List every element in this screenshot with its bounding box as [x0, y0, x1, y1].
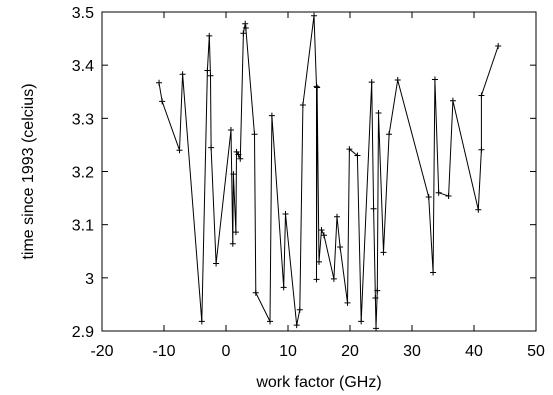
x-tick-label: 50	[527, 343, 545, 360]
data-point	[159, 98, 166, 105]
y-tick-label: 2.9	[72, 324, 94, 341]
data-point	[318, 226, 325, 233]
x-tick-label: 20	[341, 343, 359, 360]
data-point	[316, 258, 322, 265]
data-point	[206, 32, 213, 39]
data-point	[368, 79, 375, 86]
data-point	[478, 146, 485, 153]
data-point	[370, 205, 377, 212]
data-point	[240, 30, 247, 37]
data-point	[268, 112, 275, 119]
data-point	[374, 287, 381, 294]
data-point	[204, 67, 211, 74]
data-point	[314, 84, 321, 91]
data-point	[394, 77, 401, 84]
data-point	[344, 299, 351, 306]
data-point	[346, 146, 353, 153]
data-point	[299, 102, 306, 109]
series-line	[158, 15, 499, 329]
data-point	[445, 192, 452, 199]
axis-ticks	[101, 11, 537, 332]
x-axis-label: work factor (GHz)	[255, 374, 381, 391]
data-point	[229, 240, 236, 247]
x-tick-label: 40	[465, 343, 483, 360]
data-point	[354, 152, 361, 159]
data-point	[293, 322, 300, 329]
data-point	[280, 284, 287, 291]
data-point	[232, 229, 239, 236]
data-point	[227, 127, 234, 134]
data-point	[435, 189, 442, 196]
y-tick-label: 3.5	[72, 5, 94, 22]
data-point	[251, 131, 258, 138]
data-point	[296, 306, 303, 313]
y-tick-label: 3.2	[72, 165, 94, 182]
point-markers	[156, 12, 502, 332]
data-point	[425, 194, 432, 201]
data-point	[267, 318, 274, 325]
data-point	[449, 97, 456, 104]
data-point	[478, 92, 485, 99]
data-point	[320, 232, 327, 239]
data-point	[237, 155, 244, 162]
data-point	[242, 24, 249, 31]
y-axis-label: time since 1993 (celcius)	[20, 83, 37, 259]
data-point	[235, 151, 242, 158]
data-point	[372, 295, 379, 302]
data-point	[386, 131, 393, 138]
x-tick-labels: -20 -10 0 10 20 30 40 50	[90, 343, 545, 360]
data-point	[242, 20, 249, 27]
y-tick-label: 3.1	[72, 218, 94, 235]
data-point	[230, 171, 237, 178]
data-point	[313, 83, 320, 90]
data-point	[208, 144, 215, 151]
data-point	[375, 110, 382, 117]
data-point	[311, 12, 318, 19]
data-point	[358, 318, 365, 325]
series-group	[158, 15, 499, 329]
data-point	[198, 318, 205, 325]
data-point	[207, 72, 214, 79]
x-tick-label: 0	[222, 343, 231, 360]
data-point	[430, 269, 437, 276]
y-tick-label: 3.4	[72, 58, 94, 75]
x-tick-label: -10	[152, 343, 175, 360]
data-point	[431, 76, 438, 83]
data-point	[156, 79, 163, 86]
y-tick-label: 3	[85, 271, 94, 288]
data-point	[179, 71, 186, 78]
x-tick-label: 10	[279, 343, 297, 360]
data-point	[475, 206, 482, 213]
data-point	[213, 260, 220, 267]
data-point	[313, 276, 320, 283]
x-tick-label: -20	[90, 343, 113, 360]
data-point	[176, 147, 183, 154]
data-point	[495, 43, 502, 50]
data-point	[337, 243, 344, 250]
plot-area-frame	[101, 11, 537, 332]
data-point	[282, 211, 289, 218]
data-point	[252, 289, 259, 296]
y-tick-labels: 2.9 3 3.1 3.2 3.3 3.4 3.5	[72, 5, 94, 341]
data-point	[380, 249, 387, 256]
y-tick-label: 3.3	[72, 111, 94, 128]
x-tick-label: 30	[403, 343, 421, 360]
data-point	[333, 213, 340, 220]
data-point	[330, 275, 337, 282]
data-point	[373, 325, 380, 332]
